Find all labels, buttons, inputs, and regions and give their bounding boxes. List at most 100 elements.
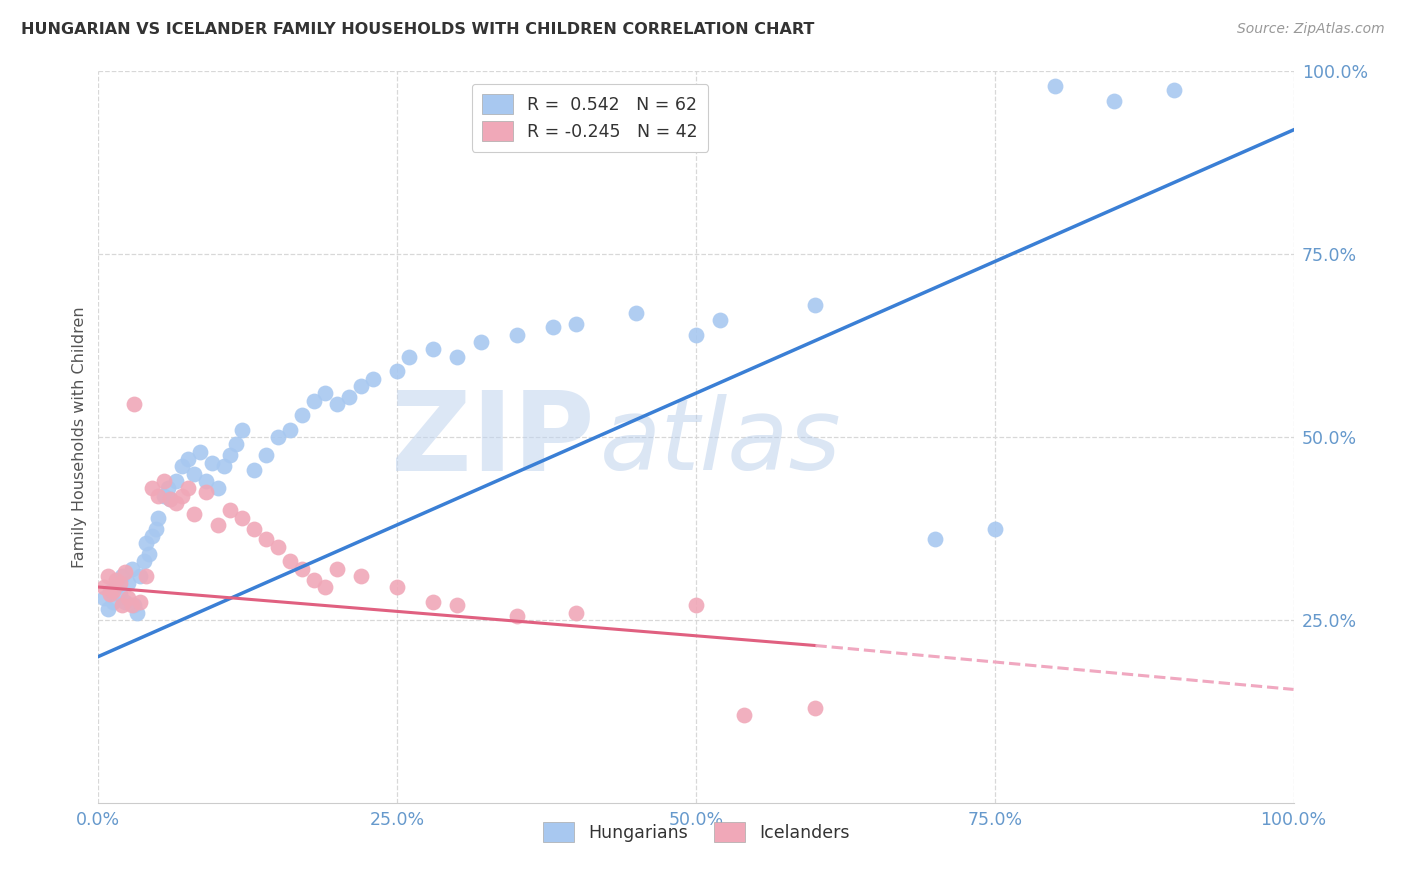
- Point: [231, 423, 253, 437]
- Point: [470, 334, 492, 349]
- Point: [446, 599, 468, 613]
- Point: [302, 393, 325, 408]
- Point: [685, 599, 707, 613]
- Point: [506, 609, 529, 624]
- Point: [141, 481, 163, 495]
- Point: [105, 573, 128, 587]
- Point: [183, 507, 205, 521]
- Point: [315, 580, 337, 594]
- Point: [93, 580, 115, 594]
- Point: [177, 452, 200, 467]
- Point: [267, 430, 290, 444]
- Point: [138, 547, 160, 561]
- Point: [135, 569, 157, 583]
- Legend: Hungarians, Icelanders: Hungarians, Icelanders: [536, 815, 856, 849]
- Point: [363, 371, 385, 385]
- Text: ZIP: ZIP: [391, 387, 595, 494]
- Point: [219, 448, 242, 462]
- Point: [984, 521, 1007, 535]
- Point: [101, 583, 124, 598]
- Point: [207, 517, 229, 532]
- Point: [506, 327, 529, 342]
- Point: [97, 602, 120, 616]
- Point: [98, 587, 122, 601]
- Point: [254, 533, 277, 547]
- Point: [385, 364, 409, 378]
- Point: [165, 496, 187, 510]
- Point: [148, 489, 170, 503]
- Point: [278, 554, 301, 568]
- Point: [804, 700, 827, 714]
- Point: [422, 594, 444, 608]
- Point: [254, 448, 277, 462]
- Point: [165, 474, 187, 488]
- Point: [177, 481, 200, 495]
- Point: [446, 350, 468, 364]
- Point: [172, 489, 194, 503]
- Point: [1163, 83, 1185, 97]
- Point: [565, 606, 588, 620]
- Point: [111, 599, 134, 613]
- Point: [172, 459, 194, 474]
- Point: [129, 594, 152, 608]
- Point: [225, 437, 247, 451]
- Point: [626, 306, 648, 320]
- Point: [148, 510, 170, 524]
- Point: [924, 533, 946, 547]
- Point: [93, 591, 115, 605]
- Point: [135, 536, 157, 550]
- Point: [243, 463, 266, 477]
- Point: [156, 481, 179, 495]
- Point: [291, 408, 314, 422]
- Point: [114, 566, 136, 580]
- Point: [278, 423, 301, 437]
- Point: [108, 576, 131, 591]
- Point: [141, 529, 163, 543]
- Point: [267, 540, 290, 554]
- Point: [121, 562, 143, 576]
- Point: [145, 521, 167, 535]
- Point: [125, 606, 148, 620]
- Point: [153, 474, 176, 488]
- Point: [315, 386, 337, 401]
- Point: [339, 390, 361, 404]
- Point: [231, 510, 253, 524]
- Point: [108, 587, 131, 601]
- Point: [422, 343, 444, 357]
- Point: [326, 562, 349, 576]
- Point: [201, 456, 224, 470]
- Point: [565, 317, 588, 331]
- Point: [350, 379, 373, 393]
- Point: [117, 591, 139, 605]
- Point: [97, 569, 120, 583]
- Text: Source: ZipAtlas.com: Source: ZipAtlas.com: [1237, 22, 1385, 37]
- Text: HUNGARIAN VS ICELANDER FAMILY HOUSEHOLDS WITH CHILDREN CORRELATION CHART: HUNGARIAN VS ICELANDER FAMILY HOUSEHOLDS…: [21, 22, 814, 37]
- Point: [709, 313, 731, 327]
- Text: atlas: atlas: [600, 393, 842, 491]
- Point: [195, 474, 218, 488]
- Point: [350, 569, 373, 583]
- Point: [291, 562, 314, 576]
- Point: [153, 489, 176, 503]
- Point: [114, 594, 136, 608]
- Point: [132, 554, 155, 568]
- Point: [183, 467, 205, 481]
- Point: [1043, 78, 1066, 93]
- Point: [1104, 94, 1126, 108]
- Point: [105, 580, 128, 594]
- Point: [111, 569, 134, 583]
- Point: [541, 320, 564, 334]
- Point: [124, 599, 146, 613]
- Point: [385, 580, 409, 594]
- Point: [124, 397, 146, 411]
- Y-axis label: Family Households with Children: Family Households with Children: [72, 306, 87, 568]
- Point: [129, 569, 152, 583]
- Point: [243, 521, 266, 535]
- Point: [159, 492, 181, 507]
- Point: [188, 444, 211, 458]
- Point: [159, 492, 181, 507]
- Point: [207, 481, 229, 495]
- Point: [326, 397, 349, 411]
- Point: [398, 350, 420, 364]
- Point: [101, 594, 124, 608]
